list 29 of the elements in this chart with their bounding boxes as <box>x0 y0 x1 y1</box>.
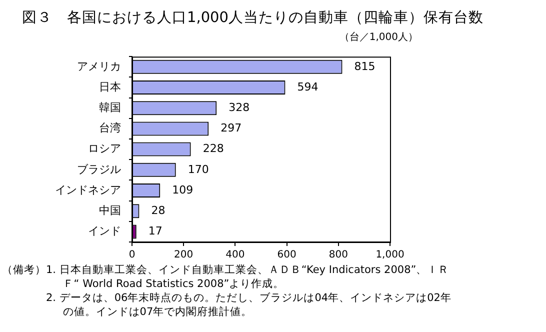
data-label: 28 <box>151 204 166 217</box>
data-label: 170 <box>188 162 209 176</box>
data-label: 328 <box>228 100 250 114</box>
y-tick-label: 韓国 <box>99 100 121 114</box>
text: 1. 日本自動車工業会、インド自動車工業会、ＡＤＢ“Key Indicators 2008”、ＩＲＦ“ World Road Statistics 2008”より作成。 <box>46 263 450 291</box>
x-tick-label: 600 <box>277 250 296 261</box>
y-tick-label: ロシア <box>88 142 121 156</box>
y-tick-label: 台湾 <box>99 122 121 135</box>
x-axis-title: （台／1,000人） <box>339 30 418 44</box>
y-tick-label: 日本 <box>99 80 121 94</box>
data-label: 815 <box>354 60 376 73</box>
y-tick-label: アメリカ <box>77 60 121 73</box>
y-tick-label: 中国 <box>99 204 121 217</box>
data-label: 297 <box>220 122 242 135</box>
y-tick-label: インド <box>88 224 121 238</box>
text: （備考） <box>2 263 46 278</box>
data-label: 594 <box>297 80 318 94</box>
data-label: 228 <box>202 142 224 156</box>
x-tick-label: 200 <box>174 250 194 261</box>
data-label: 109 <box>172 183 194 196</box>
x-tick-label: 1,000 <box>376 250 404 261</box>
x-tick-label: 400 <box>226 250 245 261</box>
y-tick-label: ブラジル <box>77 162 121 176</box>
text: 2. データは、06年末時点のもの。ただし、ブラジルは04年、インドネシアは02年の値。インドは07年で内閣府推計値。 <box>46 291 452 319</box>
data-label: 17 <box>148 224 162 238</box>
y-tick-label: インドネシア <box>55 183 121 196</box>
chart-title: 図３ 各国における人口1,000人当たりの自動車（四輪車）保有台数 <box>22 9 484 27</box>
x-tick-label: 800 <box>328 250 348 261</box>
x-tick-label: 0 <box>128 250 136 261</box>
